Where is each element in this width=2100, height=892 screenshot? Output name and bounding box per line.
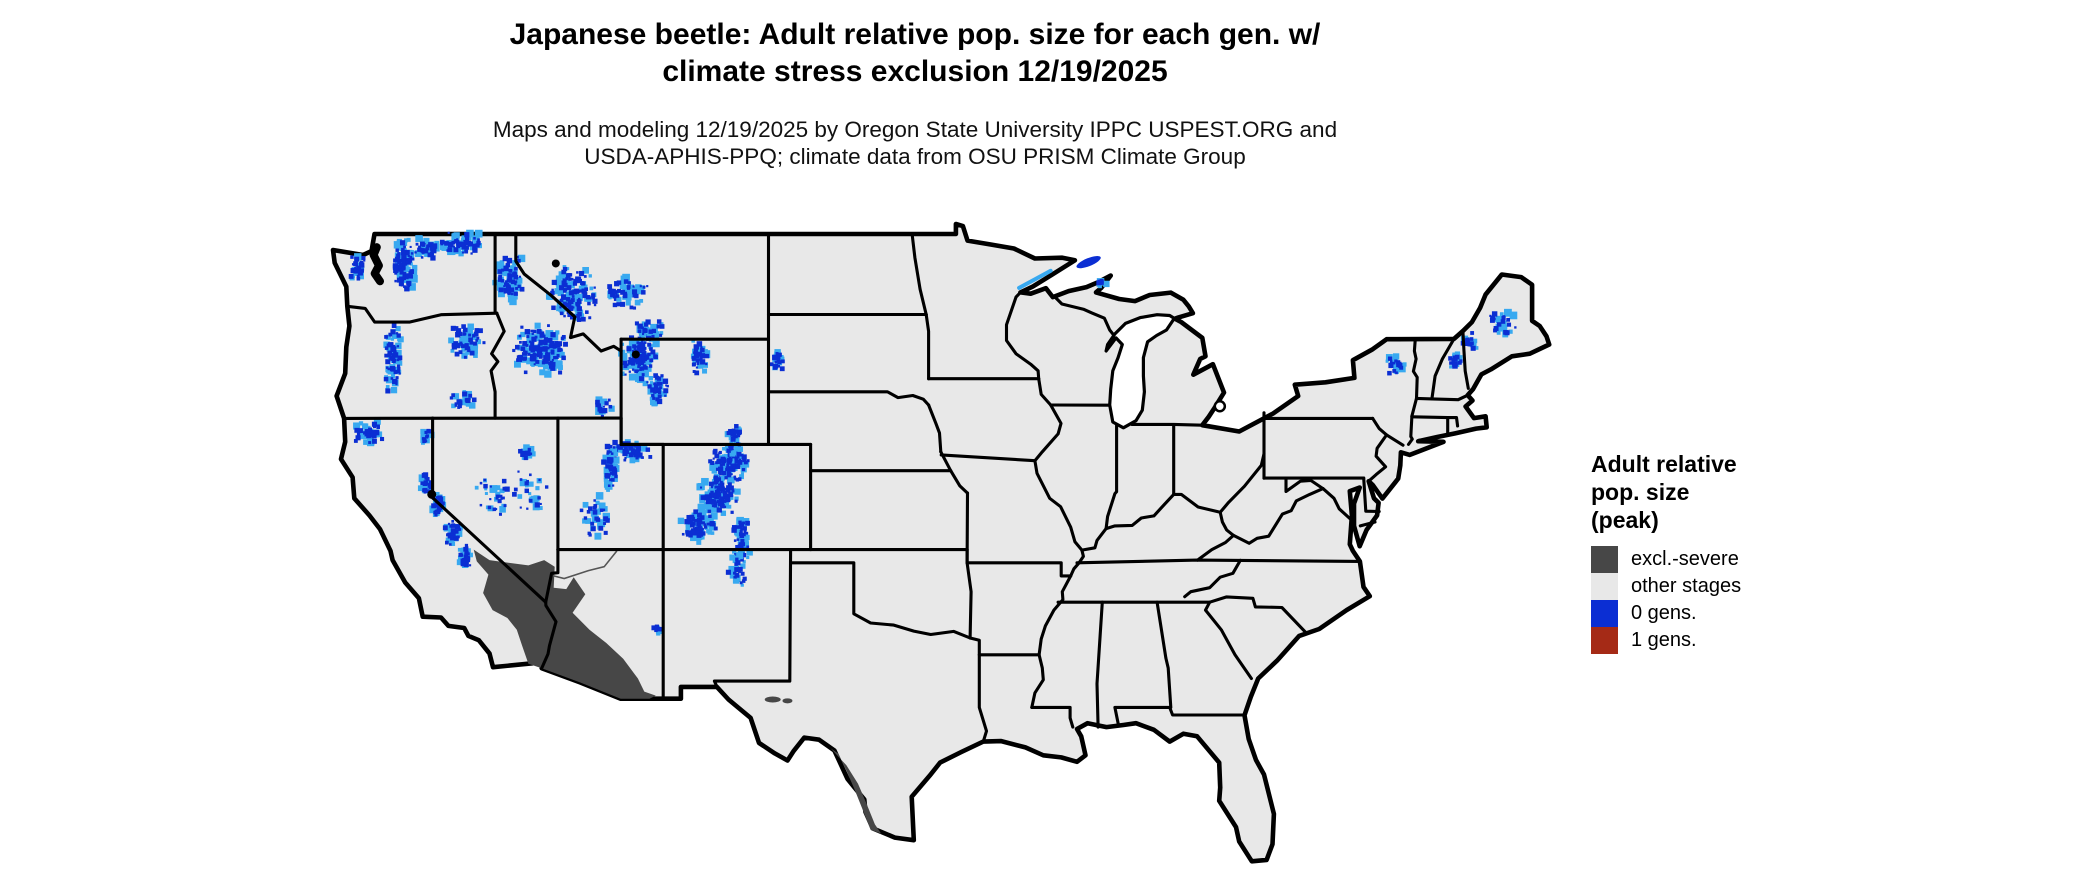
legend-row-1-gens-: 1 gens. — [1591, 627, 1741, 654]
severe-exclusion-regions — [473, 549, 882, 834]
border-vt-nh — [1430, 337, 1456, 401]
severe-region-0 — [473, 549, 656, 699]
border-ky-va — [1195, 533, 1236, 562]
border-sd-ne — [766, 390, 931, 407]
legend-swatch-3 — [1591, 627, 1618, 654]
border-or-id — [489, 311, 506, 420]
border-ok-ar — [965, 548, 973, 640]
border-ri-ma — [1446, 416, 1460, 428]
border-mo-ar — [965, 561, 1073, 578]
severe-spot-1 — [782, 698, 793, 704]
border-oh-ky-wv — [1172, 452, 1266, 514]
border-in-ky — [1104, 492, 1176, 531]
border-md-va — [1321, 487, 1353, 521]
border-mn-wi — [1004, 290, 1041, 381]
figure-title: Japanese beetle: Adult relative pop. siz… — [0, 16, 1830, 90]
legend-row-0-gens-: 0 gens. — [1591, 600, 1741, 627]
border-tx-la — [968, 636, 989, 744]
legend-entries: excl.-severe other stages 0 gens. 1 gens. — [1591, 546, 1741, 654]
puget-sound — [369, 243, 384, 286]
border-ny-vt — [1411, 337, 1419, 400]
border-nh-me — [1461, 329, 1470, 390]
border-al-fl — [1113, 705, 1172, 725]
title-line-1: Japanese beetle: Adult relative pop. siz… — [509, 18, 1321, 51]
border-va-wv — [1231, 487, 1325, 545]
border-va-nc — [1238, 558, 1362, 563]
gens0-speckles — [348, 229, 1518, 636]
border-ok-tx — [789, 561, 972, 640]
border-nc-sc — [1208, 595, 1308, 634]
border-al-ga — [1155, 600, 1173, 709]
lake-st-clair — [1213, 400, 1227, 413]
border-il-in — [1104, 423, 1119, 531]
legend-label-1: other stages — [1631, 575, 1742, 597]
border-mt-id — [514, 232, 623, 353]
legend-label-0: excl.-severe — [1631, 548, 1739, 570]
border-ia-mo — [939, 453, 1037, 463]
border-nv-az — [544, 548, 560, 604]
legend-title-line-2: pop. size — [1591, 479, 1690, 505]
severe-spot-0 — [764, 696, 781, 703]
legend-title-line-3: (peak) — [1591, 507, 1659, 533]
border-ca-nv — [431, 416, 558, 670]
border-ny-nj — [1385, 433, 1405, 447]
legend-row-excl-severe: excl.-severe — [1591, 546, 1741, 573]
subtitle-line-2: USDA-APHIS-PPQ; climate data from OSU PR… — [584, 144, 1246, 169]
border-delmarva-md-va — [1358, 520, 1377, 528]
border-wi-ia-il — [1033, 377, 1063, 463]
border-mn-sd — [924, 312, 931, 381]
legend-swatch-0 — [1591, 546, 1618, 573]
map-legend: Adult relative pop. size (peak) excl.-se… — [1591, 450, 1741, 654]
lake-michigan — [1104, 313, 1176, 430]
river-0 — [551, 550, 618, 580]
title-line-2: climate stress exclusion 12/19/2025 — [662, 55, 1168, 88]
border-md-wv — [1284, 476, 1325, 494]
figure-subtitle: Maps and modeling 12/19/2025 by Oregon S… — [0, 116, 1830, 170]
border-ga-sc — [1203, 600, 1253, 681]
legend-title-line-1: Adult relative — [1591, 451, 1737, 477]
border-ma-n — [1414, 393, 1470, 402]
border-mi-s — [1130, 422, 1204, 427]
legend-row-other-stages: other stages — [1591, 573, 1741, 600]
border-ky-wv — [1218, 510, 1236, 537]
border-wa-id — [493, 232, 499, 315]
border-il-ky — [1080, 527, 1108, 552]
border-pa-nj — [1367, 416, 1389, 483]
flathead-lake — [551, 259, 560, 268]
gens0-strip-0 — [1017, 268, 1053, 290]
legend-swatch-2 — [1591, 600, 1618, 627]
legend-title: Adult relative pop. size (peak) — [1591, 450, 1741, 534]
border-il-mo — [1033, 459, 1084, 552]
subtitle-line-1: Maps and modeling 12/19/2025 by Oregon S… — [492, 117, 1338, 142]
border-ms-al — [1095, 600, 1104, 729]
border-mn-nd — [910, 232, 928, 317]
border-de-md — [1362, 476, 1381, 514]
lake-tahoe — [427, 489, 437, 499]
us-landmass — [330, 221, 1552, 864]
legend-label-3: 1 gens. — [1631, 629, 1697, 651]
border-wa-or — [345, 304, 499, 324]
border-ny-ma — [1410, 396, 1419, 418]
border-ny-ct — [1406, 414, 1414, 446]
border-ct-ma — [1410, 415, 1450, 420]
border-mo-river — [939, 450, 970, 495]
border-ms-la — [1030, 705, 1075, 729]
gens0-patch-0 — [1076, 256, 1101, 269]
border-nm-tx — [712, 548, 793, 689]
border-ga-fl — [1168, 705, 1247, 717]
state-borders — [342, 232, 1470, 744]
severe-region-1 — [830, 748, 882, 834]
border-ms-river-s — [1030, 574, 1073, 709]
legend-label-2: 0 gens. — [1631, 602, 1697, 624]
border-wi-mi — [1054, 296, 1117, 339]
yellowstone-lake — [631, 350, 640, 359]
border-ia-ne — [927, 403, 943, 454]
border-tn-nc — [1183, 558, 1242, 599]
legend-swatch-1 — [1591, 573, 1618, 600]
